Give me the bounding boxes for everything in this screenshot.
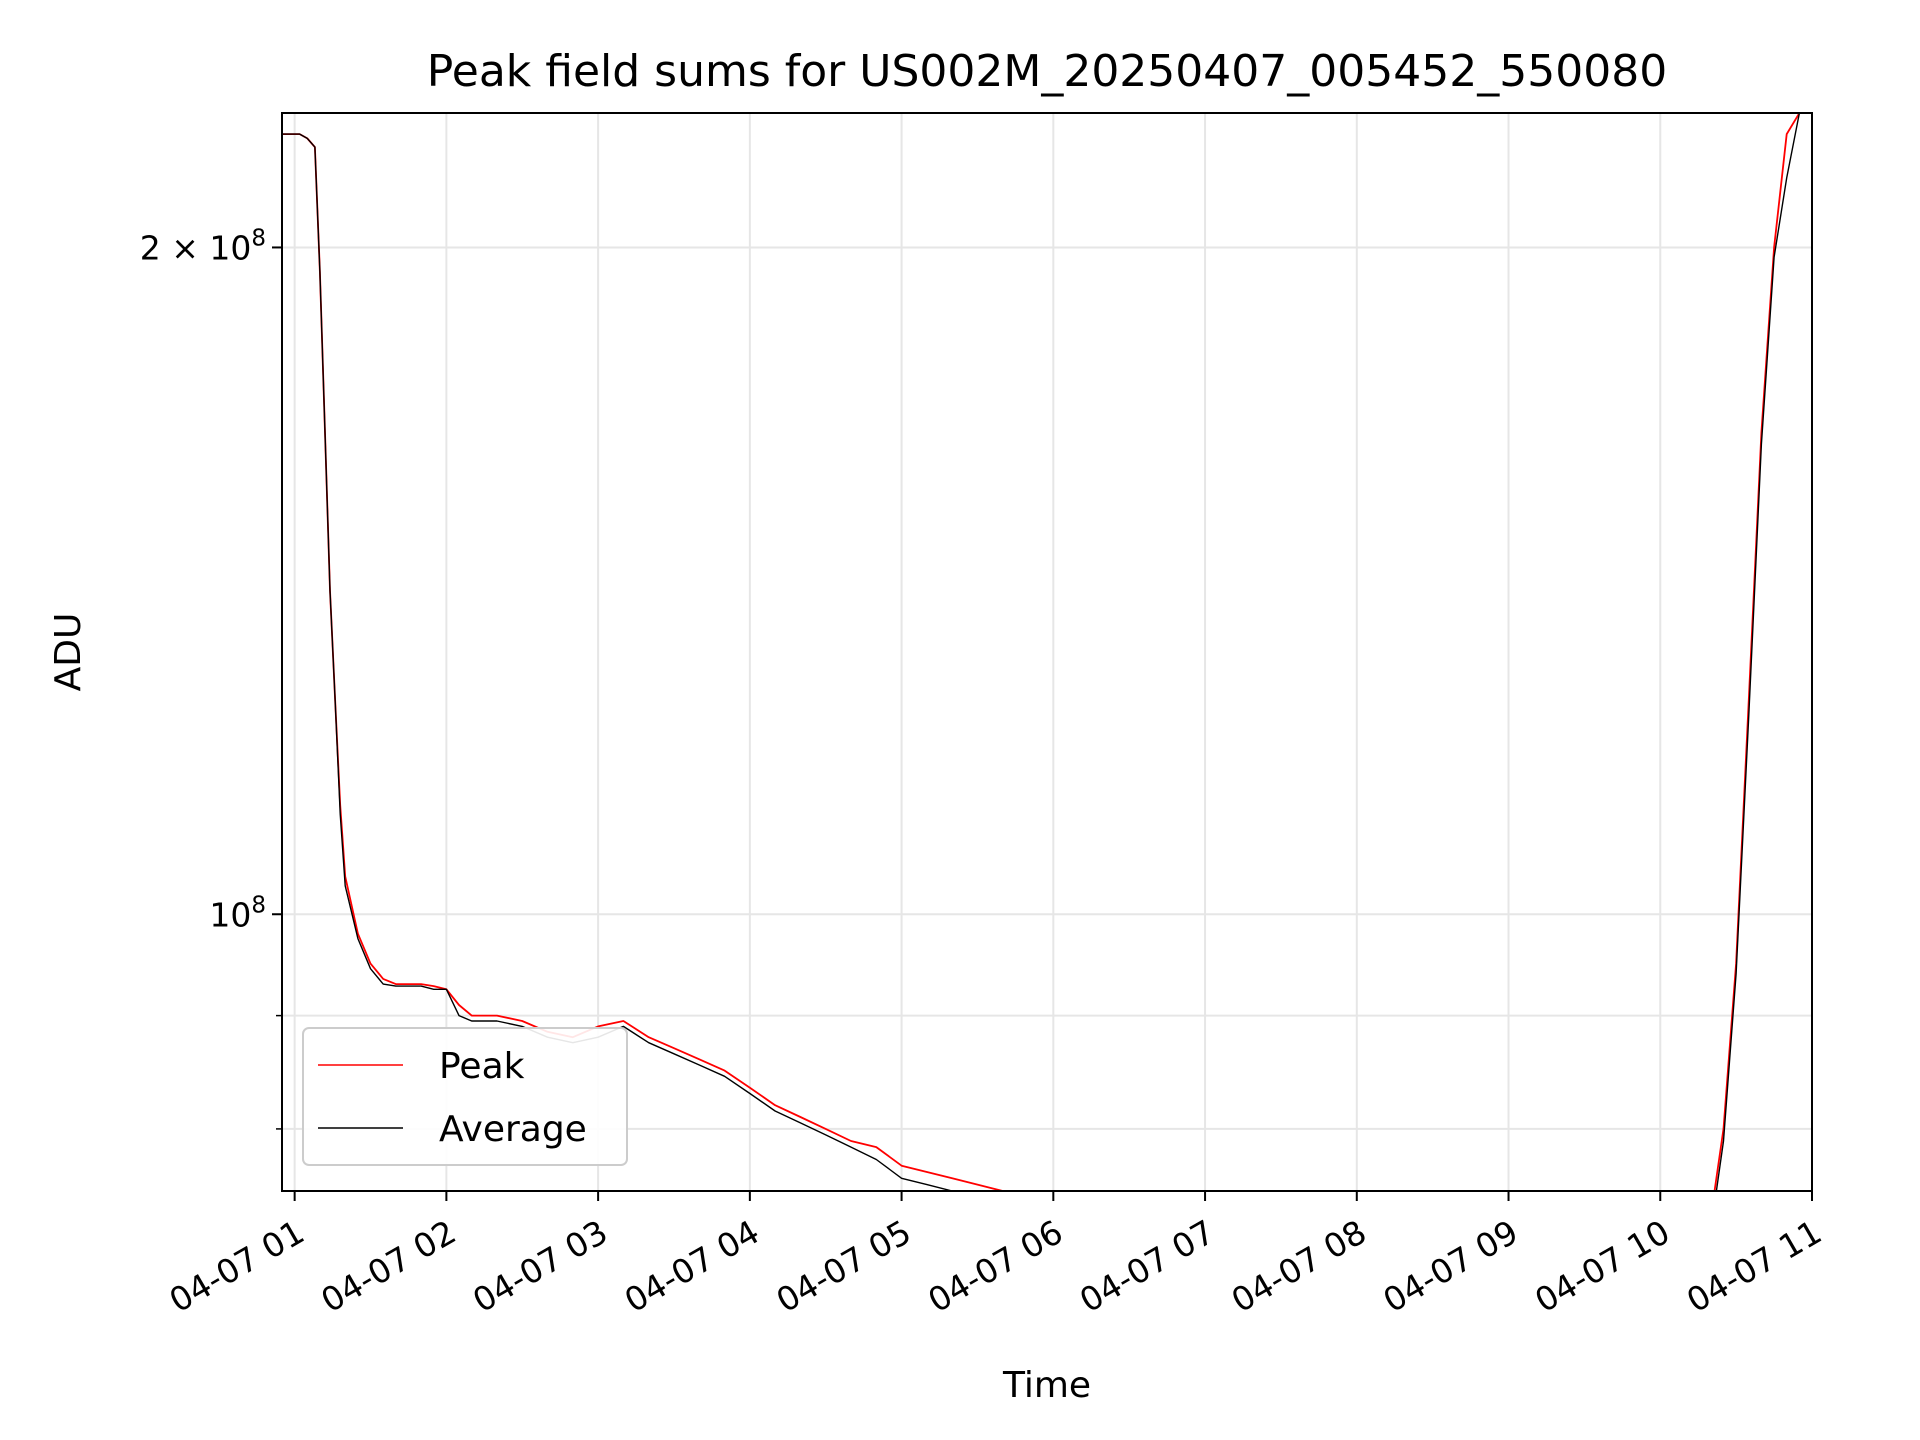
chart-title: Peak field sums for US002M_20250407_0054… — [427, 46, 1667, 97]
plot-frame — [281, 112, 1813, 1192]
x-axis-label: Time — [1002, 1365, 1091, 1406]
legend-label-average: Average — [439, 1109, 587, 1150]
y-axis-label: ADU — [48, 613, 89, 692]
y-tick-label: 108 — [209, 892, 266, 934]
y-tick-label: 2 × 108 — [140, 225, 266, 267]
legend: Peak Average — [302, 1027, 628, 1166]
series-layer — [282, 113, 1801, 1191]
series-line-peak — [282, 113, 1801, 1191]
series-line-average — [282, 113, 1801, 1191]
legend-box — [302, 1027, 628, 1166]
y-axis: 108 2 × 108 — [140, 225, 282, 1130]
legend-label-peak: Peak — [439, 1046, 525, 1087]
